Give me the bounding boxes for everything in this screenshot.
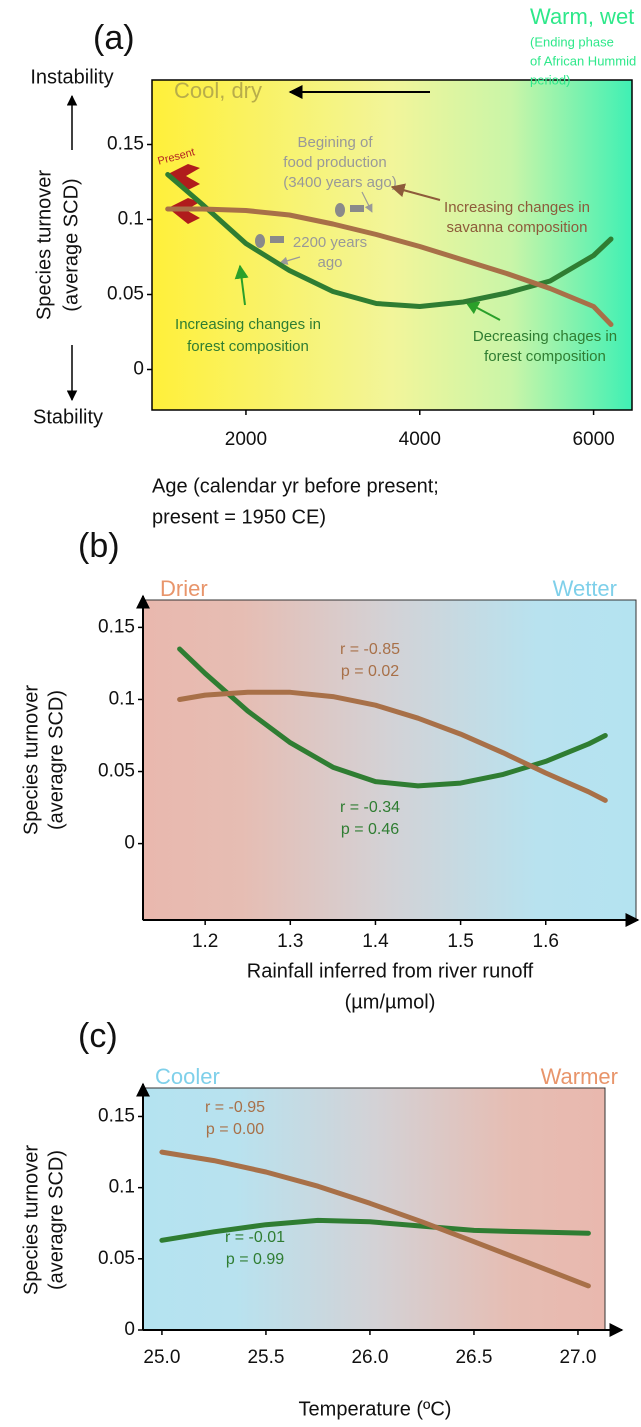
y-tick-label: 0.1 [118,209,144,230]
x-tick-label: 26.0 [351,1347,388,1368]
x-tick-label: 6000 [572,429,614,450]
x-tick-label: 1.5 [447,931,473,952]
x-axis-label: Temperature (ºC) [299,1398,452,1420]
y-axis-label: (averagre SCD) [45,1150,67,1290]
y-tick-label: 0.1 [109,1177,135,1198]
climate-label: Drier [160,576,208,601]
annotation: Begining of [297,134,373,151]
plot-background [151,79,633,411]
annotation: food production [283,154,386,171]
climate-label: Wetter [553,576,617,601]
climate-label: of African Hummid [530,53,636,68]
y-axis-label: Species turnover [33,170,55,320]
annotation: forest composition [187,338,309,355]
y-axis-label: (average SCD) [60,178,82,311]
x-axis-label: Rainfall inferred from river runoff [247,960,534,982]
y-axis-label: Species turnover [20,1145,42,1295]
climate-label: Cooler [155,1064,220,1089]
x-tick-label: 25.0 [143,1347,180,1368]
annotation: p = 0.99 [226,1251,284,1268]
annotation: r = -0.95 [205,1099,265,1116]
annotation: 2200 years [293,234,367,251]
x-tick-label: 1.3 [277,931,303,952]
panel-label: (c) [78,1017,118,1055]
annotation: p = 0.00 [206,1121,264,1138]
annotation: (3400 years ago) [283,174,396,191]
series-line [177,646,608,789]
y-tick-label: 0.05 [107,284,144,305]
y-tick-label: 0.15 [98,616,135,637]
climate-label: (Ending phase [530,34,614,49]
annotation: Increasing changes in [444,199,590,216]
y-tick-label: 0.05 [98,761,135,782]
x-axis-label: Age (calendar yr before present; [152,475,439,497]
x-tick-label: 2000 [225,429,267,450]
climate-label: period) [530,72,570,87]
y-tick-label: 0.15 [98,1105,135,1126]
x-tick-label: 27.0 [559,1347,596,1368]
annotation: r = -0.34 [340,799,400,816]
y-end-label: Stability [33,406,103,428]
panel-label: (b) [78,527,120,565]
x-tick-label: 1.4 [362,931,389,952]
x-axis-label: present = 1950 CE) [152,506,326,528]
climate-label: Cool, dry [174,78,262,103]
annotation: r = -0.01 [225,1229,285,1246]
y-tick-label: 0.1 [109,688,135,709]
series-line [159,1149,591,1289]
series-line [177,689,608,803]
x-tick-label: 26.5 [455,1347,492,1368]
x-axis-label: (µm/µmol) [345,991,436,1013]
y-tick-label: 0.05 [98,1248,135,1269]
series-line [165,206,614,327]
y-axis-label: (averagre SCD) [45,690,67,830]
arrow [234,264,249,306]
y-tick-label: 0 [124,1319,135,1340]
annotation: ago [317,254,342,271]
panel-label: (a) [93,19,135,57]
annotation: Decreasing chages in [473,328,617,345]
arrow [361,191,373,213]
plot-background [142,1087,606,1331]
x-tick-label: 4000 [399,429,441,450]
arrow [279,256,301,265]
annotation: p = 0.46 [341,821,399,838]
arrow [390,183,441,201]
arrow [464,301,501,321]
icons [255,203,364,248]
x-tick-label: 1.6 [533,931,559,952]
annotation: p = 0.02 [341,663,399,680]
x-tick-label: 25.5 [247,1347,284,1368]
climate-label: Warmer [541,1064,618,1089]
series-line [165,172,614,309]
annotation: Increasing changes in [175,316,321,333]
climate-label: Warm, wet [530,4,634,29]
annotation: forest composition [484,348,606,365]
y-tick-label: 0.15 [107,134,144,155]
y-tick-label: 0 [133,359,144,380]
annotation: r = -0.85 [340,641,400,658]
y-tick-label: 0 [124,833,135,854]
annotation: savanna composition [447,219,588,236]
x-tick-label: 1.2 [192,931,218,952]
series-line [159,1217,591,1243]
y-axis-label: Species turnover [20,685,42,835]
y-end-label: Instability [30,66,113,88]
